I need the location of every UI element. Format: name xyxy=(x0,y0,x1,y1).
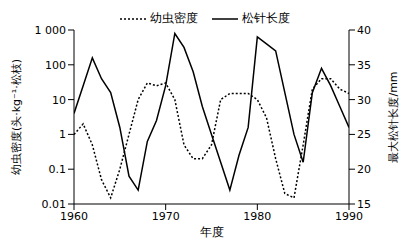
svg-text:1980: 1980 xyxy=(243,210,271,223)
svg-text:10: 10 xyxy=(52,94,66,107)
svg-text:最大松针长度/mm: 最大松针长度/mm xyxy=(387,71,400,162)
svg-text:35: 35 xyxy=(357,59,371,72)
svg-text:0.1: 0.1 xyxy=(49,163,67,176)
svg-text:30: 30 xyxy=(357,94,371,107)
svg-text:幼虫密度(头·kg⁻¹·松枝): 幼虫密度(头·kg⁻¹·松枝) xyxy=(10,59,23,175)
html-text:幼虫密度: 幼虫密度 xyxy=(149,11,198,25)
svg-text:25: 25 xyxy=(357,128,371,141)
svg-text:1960: 1960 xyxy=(60,210,88,223)
svg-text:1 000: 1 000 xyxy=(35,24,67,37)
svg-text:1990: 1990 xyxy=(335,210,363,223)
svg-text:20: 20 xyxy=(357,163,371,176)
html-text:松针长度: 松针长度 xyxy=(241,11,290,25)
svg-text:15: 15 xyxy=(357,198,371,211)
svg-text:100: 100 xyxy=(45,59,66,72)
svg-text:年度: 年度 xyxy=(200,225,224,238)
svg-text:1: 1 xyxy=(59,128,66,141)
svg-text:0.01: 0.01 xyxy=(42,198,67,211)
svg-text:1970: 1970 xyxy=(152,210,180,223)
svg-text:40: 40 xyxy=(357,24,371,37)
